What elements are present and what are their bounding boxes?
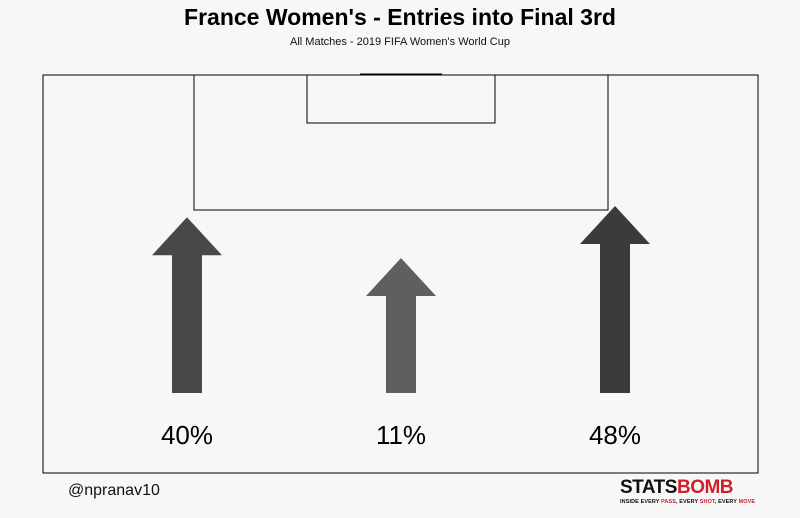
arrow-centre: [366, 258, 436, 393]
label-group: 40% 11% 48%: [161, 420, 641, 450]
brand-name-part1: STATS: [620, 477, 677, 498]
tagline-6: MOVE: [738, 499, 756, 505]
value-label-left: 40%: [161, 420, 213, 450]
arrow-right: [580, 206, 650, 393]
brand-name-part2: BOMB: [676, 477, 734, 498]
tagline-4: SHOT: [699, 499, 715, 505]
author-credit: @npranav10: [68, 482, 160, 499]
brand-tagline: INSIDE EVERY PASS, EVERY SHOT, EVERY MOV…: [620, 498, 760, 506]
tagline-3: , EVERY: [676, 499, 700, 505]
chart-subtitle: All Matches - 2019 FIFA Women's World Cu…: [290, 36, 510, 48]
value-label-centre: 11%: [376, 420, 426, 450]
penalty-box: [193, 74, 609, 211]
tagline-1: INSIDE EVERY: [620, 499, 662, 505]
brand-name: STATSBOMB: [620, 478, 760, 498]
arrow-group: [152, 206, 650, 393]
six-yard-box: [306, 74, 496, 124]
chart-title: France Women's - Entries into Final 3rd: [184, 4, 616, 30]
arrow-left: [152, 217, 222, 393]
statsbomb-logo: STATSBOMB INSIDE EVERY PASS, EVERY SHOT,…: [620, 478, 760, 506]
tagline-5: , EVERY: [714, 499, 739, 505]
tagline-2: PASS: [661, 499, 677, 505]
value-label-right: 48%: [589, 420, 641, 450]
